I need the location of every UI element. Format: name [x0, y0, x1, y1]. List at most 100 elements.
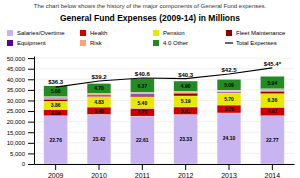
bar-series [44, 89, 285, 98]
data-label: 5.40 [137, 100, 147, 106]
x-tick: 2009 [48, 164, 64, 178]
y-tick-mark [28, 79, 34, 80]
bar [217, 92, 241, 93]
y-tick-label: 20,000 [7, 119, 26, 125]
y-tick-label: 0 [22, 161, 26, 167]
bar [174, 91, 198, 93]
data-label: 3.05 [51, 110, 61, 116]
x-tick: 2013 [221, 164, 237, 178]
legend: Salaries/OvertimeHealthPensionFleet Main… [7, 30, 286, 46]
legend-label: Equipment [17, 40, 46, 46]
bar [260, 76, 284, 89]
y-tick-mark [28, 69, 34, 70]
data-label: 6.36 [267, 97, 277, 103]
bar [44, 99, 68, 101]
marks [44, 68, 285, 164]
legend-label: Pension [163, 30, 185, 36]
x-tick-mark [185, 164, 186, 170]
legend-label: 4.0 Other [163, 40, 188, 46]
total-label: $40.3 [178, 72, 194, 78]
total-label: $36.3 [48, 79, 64, 85]
legend-item: 4.0 Other [153, 40, 188, 46]
legend-label: Risk [90, 40, 103, 46]
legend-item: Total Expenses [225, 40, 277, 46]
data-label: 6.37 [137, 83, 147, 89]
bar [130, 92, 154, 94]
y-tick-mark [28, 100, 34, 101]
bar-series [44, 91, 285, 101]
data-label: 4.70 [94, 85, 104, 91]
grid-line [34, 132, 294, 133]
y-tick-mark [28, 153, 34, 154]
total-label: $39.2 [91, 74, 107, 80]
y-tick-label: 30,000 [7, 98, 26, 104]
y-tick-mark [28, 122, 34, 123]
grid-line [34, 164, 294, 165]
bar-series [44, 90, 285, 99]
legend-swatch [7, 40, 13, 46]
y-tick: 40,000 [7, 77, 34, 83]
bar [217, 92, 241, 93]
bar [44, 101, 68, 109]
data-label: 3.86 [51, 102, 61, 108]
y-tick: 35,000 [7, 87, 34, 93]
legend-swatch [80, 40, 86, 46]
data-label: 22.61 [136, 137, 149, 143]
x-tick-label: 2013 [221, 172, 237, 178]
bar [44, 109, 68, 115]
data-label: 5.70 [224, 96, 234, 102]
data-label: 5.94 [267, 80, 277, 86]
legend-swatch [153, 30, 159, 36]
x-tick-label: 2012 [178, 172, 194, 178]
y-axis-line [34, 57, 35, 165]
bar [260, 107, 284, 116]
grid-line [34, 100, 294, 101]
bar [130, 97, 154, 108]
data-label: 3.48 [94, 108, 104, 114]
bar [130, 108, 154, 116]
grid-line [34, 68, 294, 69]
data-label: 24.10 [223, 135, 236, 141]
y-tick-label: 15,000 [7, 130, 26, 136]
grid-line [34, 142, 294, 143]
legend-label: Health [90, 30, 107, 36]
total-label: $45.4* [264, 61, 282, 67]
bar [44, 86, 68, 97]
y-tick: 25,000 [7, 108, 34, 114]
y-tick-mark [28, 164, 34, 165]
data-label: 3.75 [224, 106, 234, 112]
total-label: $40.6 [135, 71, 151, 77]
data-label: 4.83 [94, 99, 104, 105]
data-label: 4.90 [181, 83, 191, 89]
y-tick: 30,000 [7, 98, 34, 104]
legend-swatch [7, 30, 13, 36]
y-tick-mark [28, 111, 34, 112]
x-tick-mark [99, 164, 100, 170]
bar [260, 89, 284, 91]
y-tick: 5,000 [10, 151, 34, 157]
grid-line [34, 89, 294, 90]
bar [217, 90, 241, 92]
y-tick-mark [28, 58, 34, 59]
y-tick-label: 50,000 [7, 56, 26, 62]
legend-swatch [226, 30, 232, 36]
x-axis: 200920102011201220132014 [35, 164, 295, 178]
legend-item: Equipment [7, 40, 46, 46]
x-tick-mark [142, 164, 143, 170]
y-tick: 50,000 [7, 56, 34, 62]
x-tick: 2012 [178, 164, 194, 178]
x-tick-mark [229, 164, 230, 170]
x-tick-mark [55, 164, 56, 170]
grid-line [34, 121, 294, 122]
x-tick: 2014 [265, 164, 281, 178]
data-label: 5.19 [181, 98, 191, 104]
bar [260, 94, 284, 107]
bar [174, 96, 198, 107]
bar [44, 97, 68, 99]
grid [34, 58, 294, 164]
bar [130, 116, 154, 164]
data-label: 23.33 [179, 136, 192, 142]
bar [44, 116, 68, 164]
y-tick-label: 35,000 [7, 87, 26, 93]
x-axis-line [35, 164, 295, 165]
